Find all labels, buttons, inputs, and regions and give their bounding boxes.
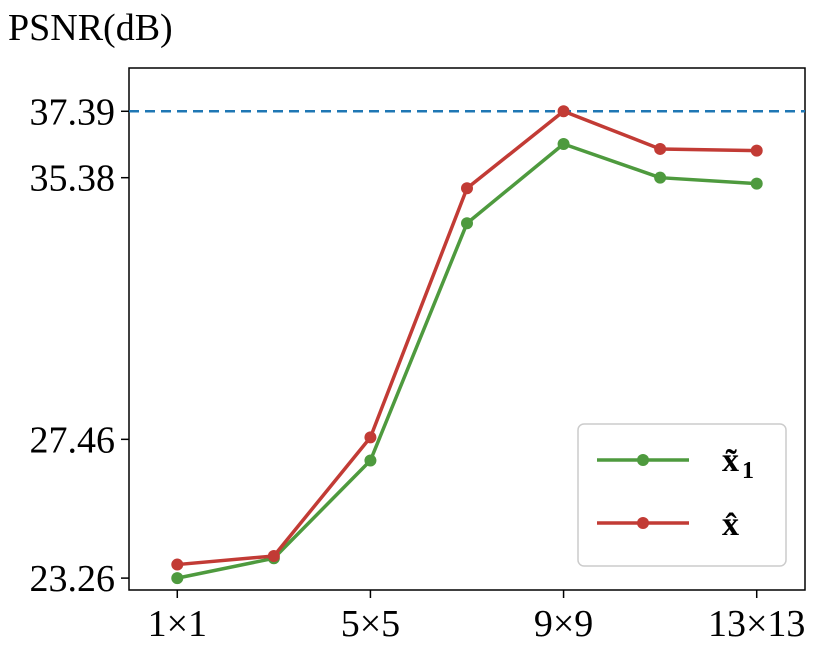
series-2-point bbox=[267, 549, 280, 562]
y-tick-label: 37.39 bbox=[30, 91, 116, 133]
legend-subscript-series-1: 1 bbox=[742, 458, 754, 484]
series-2-point bbox=[364, 431, 377, 444]
x-tick-label: 13×13 bbox=[708, 603, 805, 645]
series-1-point bbox=[171, 572, 184, 585]
legend-marker-series-2 bbox=[637, 517, 649, 529]
legend: x̃ 1 x̂ bbox=[577, 423, 787, 567]
series-1-point bbox=[364, 454, 377, 467]
series-2-point bbox=[557, 105, 570, 118]
series-2-point bbox=[171, 558, 184, 571]
x-tick-label: 9×9 bbox=[534, 603, 593, 645]
series-1-point bbox=[557, 137, 570, 150]
y-axis-ticks: 23.26 27.46 35.38 37.39 bbox=[30, 91, 129, 600]
x-tick-label: 1×1 bbox=[148, 603, 207, 645]
series-1-point bbox=[461, 217, 473, 230]
series-2-point bbox=[654, 142, 667, 155]
legend-label-series-2: x̂ bbox=[722, 506, 739, 543]
y-tick-label: 35.38 bbox=[30, 158, 116, 200]
x-axis-ticks: 1×1 5×5 9×9 13×13 bbox=[148, 590, 805, 645]
series-2-point bbox=[750, 144, 763, 157]
y-axis-label: PSNR(dB) bbox=[8, 7, 173, 49]
series-1-point bbox=[750, 177, 763, 190]
legend-box bbox=[577, 423, 787, 567]
plot-area bbox=[128, 67, 806, 591]
series-group bbox=[171, 105, 763, 585]
y-tick-label: 27.46 bbox=[30, 419, 116, 461]
series-1-point bbox=[654, 171, 667, 184]
y-tick-label: 23.26 bbox=[30, 558, 116, 600]
x-tick-label: 5×5 bbox=[341, 603, 400, 645]
legend-label-series-1: x̃ bbox=[722, 442, 739, 479]
series-2-point bbox=[461, 182, 473, 195]
legend-marker-series-1 bbox=[637, 454, 649, 466]
